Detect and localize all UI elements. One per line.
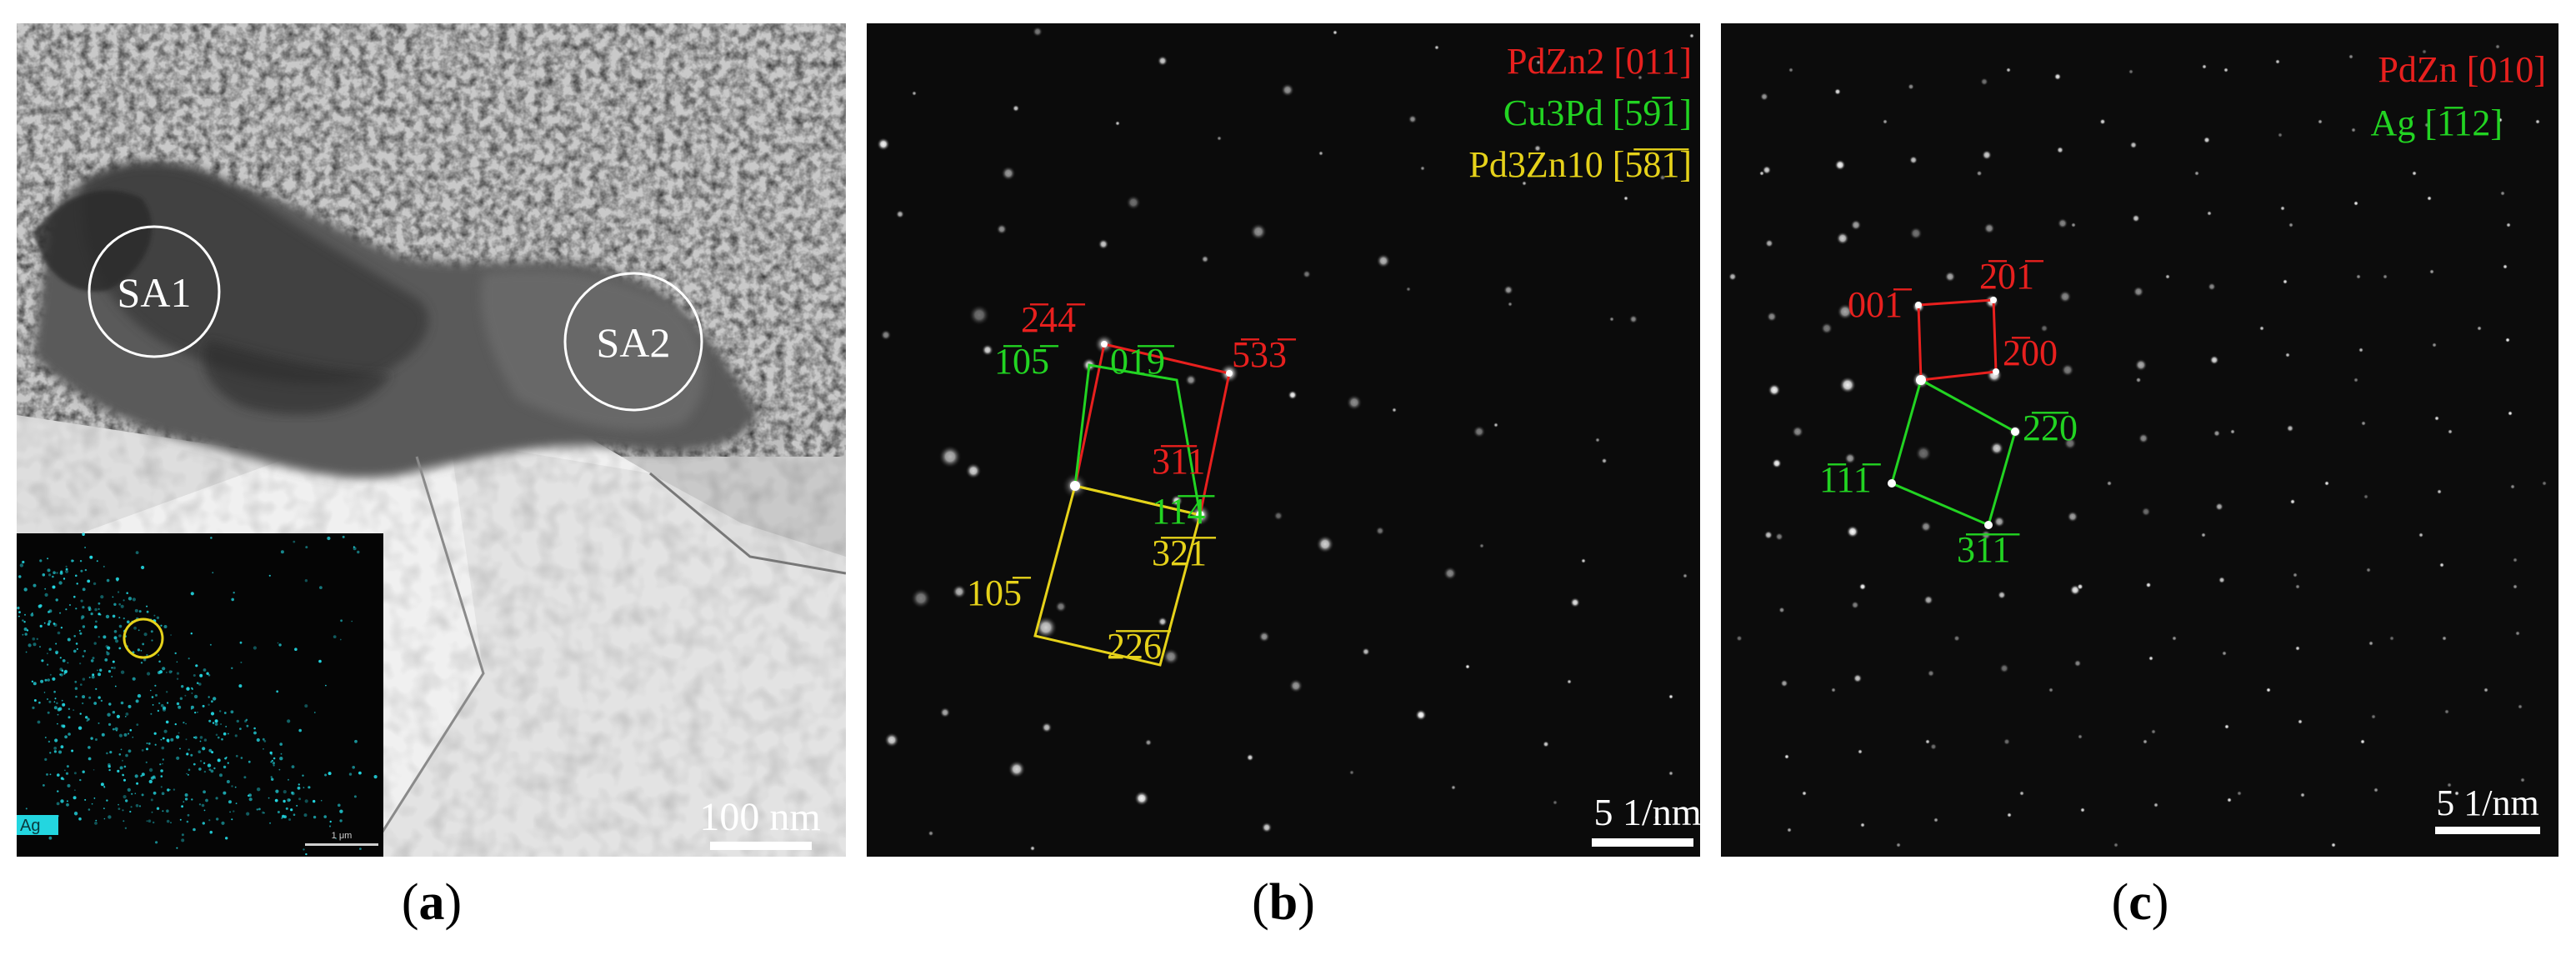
spot-label: 1̅11̅ [1819, 459, 1882, 500]
saed-pattern-c: PdZn [010] Ag [1̅12] 001̅ 2̅01̅ 2̅00 2̅2… [1721, 23, 2558, 857]
legend-pdzn2: PdZn2 [011] [1507, 41, 1692, 82]
spot-label: 2̅00 [2003, 332, 2058, 373]
inset-scale-bar [305, 843, 378, 846]
pd3zn10-unit-cell [1033, 484, 1202, 667]
scale-bar [2435, 827, 2540, 834]
caption-b: (b) [1252, 874, 1315, 931]
spot-label: 1̅05̅ [994, 341, 1059, 382]
spot-label: 2̅2̅0 [2023, 408, 2078, 448]
caption-c: (c) [2111, 874, 2169, 931]
spot-label: 11̅4̅ [1152, 491, 1215, 532]
pdzn-unit-cell [1917, 298, 1998, 382]
eds-ag-map-inset: Ag 1 μm [17, 532, 383, 857]
caption-a: (a) [401, 874, 463, 931]
scale-bar-label: 100 nm [699, 795, 820, 839]
legend-pdzn: PdZn [010] [2378, 49, 2546, 90]
scale-bar-label: 5 1/nm [1593, 791, 1700, 833]
scale-bar-label: 5 1/nm [2436, 782, 2538, 823]
spot-label: 001̅ [1848, 284, 1913, 325]
spot-label: 3̅1̅1 [1152, 441, 1205, 482]
sa1-circle [88, 225, 221, 358]
saed-pattern-b: PdZn2 [011] Cu3Pd [59̅1] Pd3Zn10 [5̅8̅1̅… [867, 23, 1700, 857]
diffraction-pattern-b: PdZn2 [011] Cu3Pd [59̅1] Pd3Zn10 [5̅8̅1̅… [877, 26, 1700, 852]
tem-bright-field-image: SA1 SA2 100 nm Ag 1 μm [17, 23, 846, 857]
spot-label: 2̅2̅6̅ [1107, 626, 1172, 667]
tem-micrograph: SA1 SA2 100 nm Ag 1 μm [17, 23, 846, 857]
spot-label: 3̅1̅1̅ [1957, 529, 2020, 570]
spot-label: 2̅44̅ [1021, 299, 1086, 340]
legend-pd3zn10: Pd3Zn10 [5̅8̅1̅] [1468, 144, 1692, 185]
scale-bar [1592, 838, 1693, 847]
legend-ag: Ag [1̅12] [2371, 102, 2503, 143]
sa1-label: SA1 [118, 269, 192, 316]
spot-label: 3̅2̅1̅ [1152, 532, 1217, 573]
element-label: Ag [20, 817, 40, 835]
spot-label: 105̅ [967, 572, 1032, 613]
spot-label: 01̅9̅ [1110, 341, 1175, 382]
sa2-circle [563, 272, 703, 412]
spot-label: 2̅01̅ [1979, 256, 2044, 297]
inset-scale-label: 1 μm [332, 831, 353, 841]
sa2-label: SA2 [597, 319, 671, 366]
scale-bar [710, 842, 812, 850]
spot-label: 5̅33̅ [1232, 334, 1297, 375]
element-badge [17, 815, 58, 835]
legend-cu3pd: Cu3Pd [59̅1] [1503, 92, 1692, 133]
diffraction-pattern-c: PdZn [010] Ag [1̅12] 001̅ 2̅01̅ 2̅00 2̅2… [1728, 44, 2547, 848]
inset-marker-circle [123, 618, 164, 659]
